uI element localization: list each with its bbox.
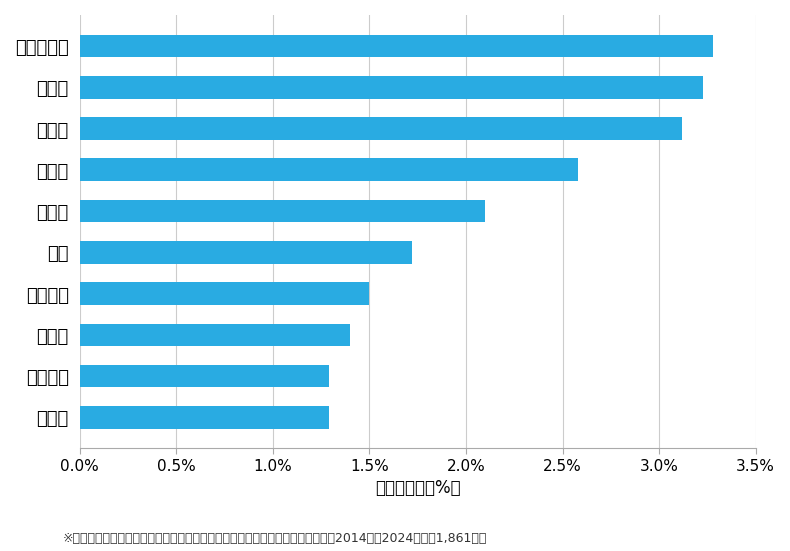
Bar <box>80 241 412 264</box>
Bar <box>80 282 370 305</box>
Bar <box>80 323 350 346</box>
Bar <box>80 76 703 99</box>
Bar <box>80 117 683 140</box>
Text: ※弊社受付の案件を対象に、受付時に市区町村の回答があったものを集計（期間2014年〜2024年、計1,861件）: ※弊社受付の案件を対象に、受付時に市区町村の回答があったものを集計（期間2014… <box>63 532 487 545</box>
Bar <box>80 35 713 57</box>
Bar <box>80 406 329 429</box>
Bar <box>80 365 329 387</box>
Bar <box>80 159 578 181</box>
X-axis label: 件数の割合（%）: 件数の割合（%） <box>375 479 461 498</box>
Bar <box>80 200 485 223</box>
